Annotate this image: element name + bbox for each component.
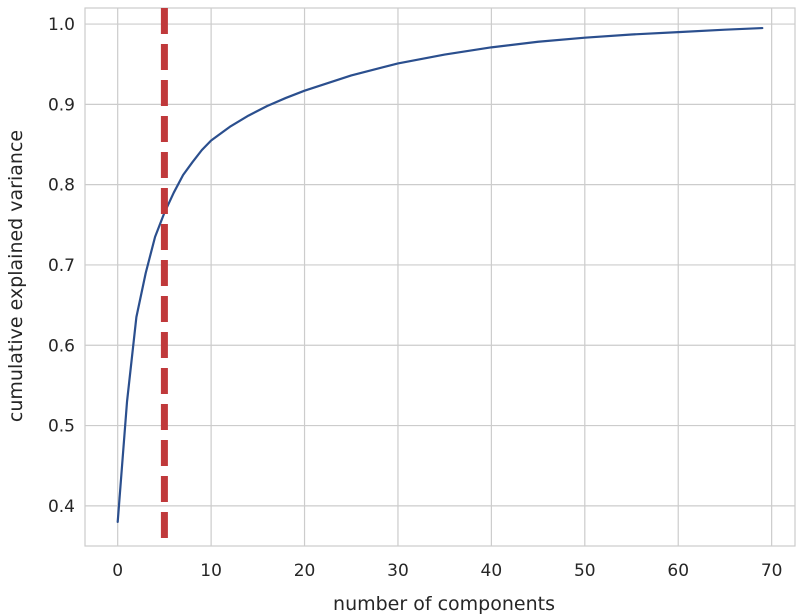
y-axis-label: cumulative explained variance <box>5 130 27 422</box>
x-axis-label: number of components <box>333 593 555 615</box>
y-tick-labels: 0.4 0.5 0.6 0.7 0.8 0.9 1.0 <box>48 15 75 517</box>
x-tick-label: 70 <box>761 561 783 581</box>
y-tick-label: 0.4 <box>48 497 75 517</box>
grid-layer <box>85 8 795 546</box>
plot-frame <box>84 7 796 547</box>
x-tick-label: 60 <box>667 561 689 581</box>
x-tick-labels: 0 10 20 30 40 50 60 70 <box>112 561 782 581</box>
series-line-0 <box>116 26 764 524</box>
x-tick-label: 30 <box>387 561 409 581</box>
x-tick-label: 10 <box>200 561 222 581</box>
y-tick-label: 0.9 <box>48 95 75 115</box>
x-tick-label: 40 <box>481 561 503 581</box>
y-tick-label: 0.6 <box>48 336 75 356</box>
y-tick-label: 0.7 <box>48 256 75 276</box>
x-tick-label: 20 <box>294 561 316 581</box>
y-tick-label: 1.0 <box>48 15 75 35</box>
y-tick-label: 0.8 <box>48 176 75 196</box>
y-tick-label: 0.5 <box>48 417 75 437</box>
line-layer <box>116 26 764 524</box>
x-tick-label: 50 <box>574 561 596 581</box>
x-tick-label: 0 <box>112 561 123 581</box>
